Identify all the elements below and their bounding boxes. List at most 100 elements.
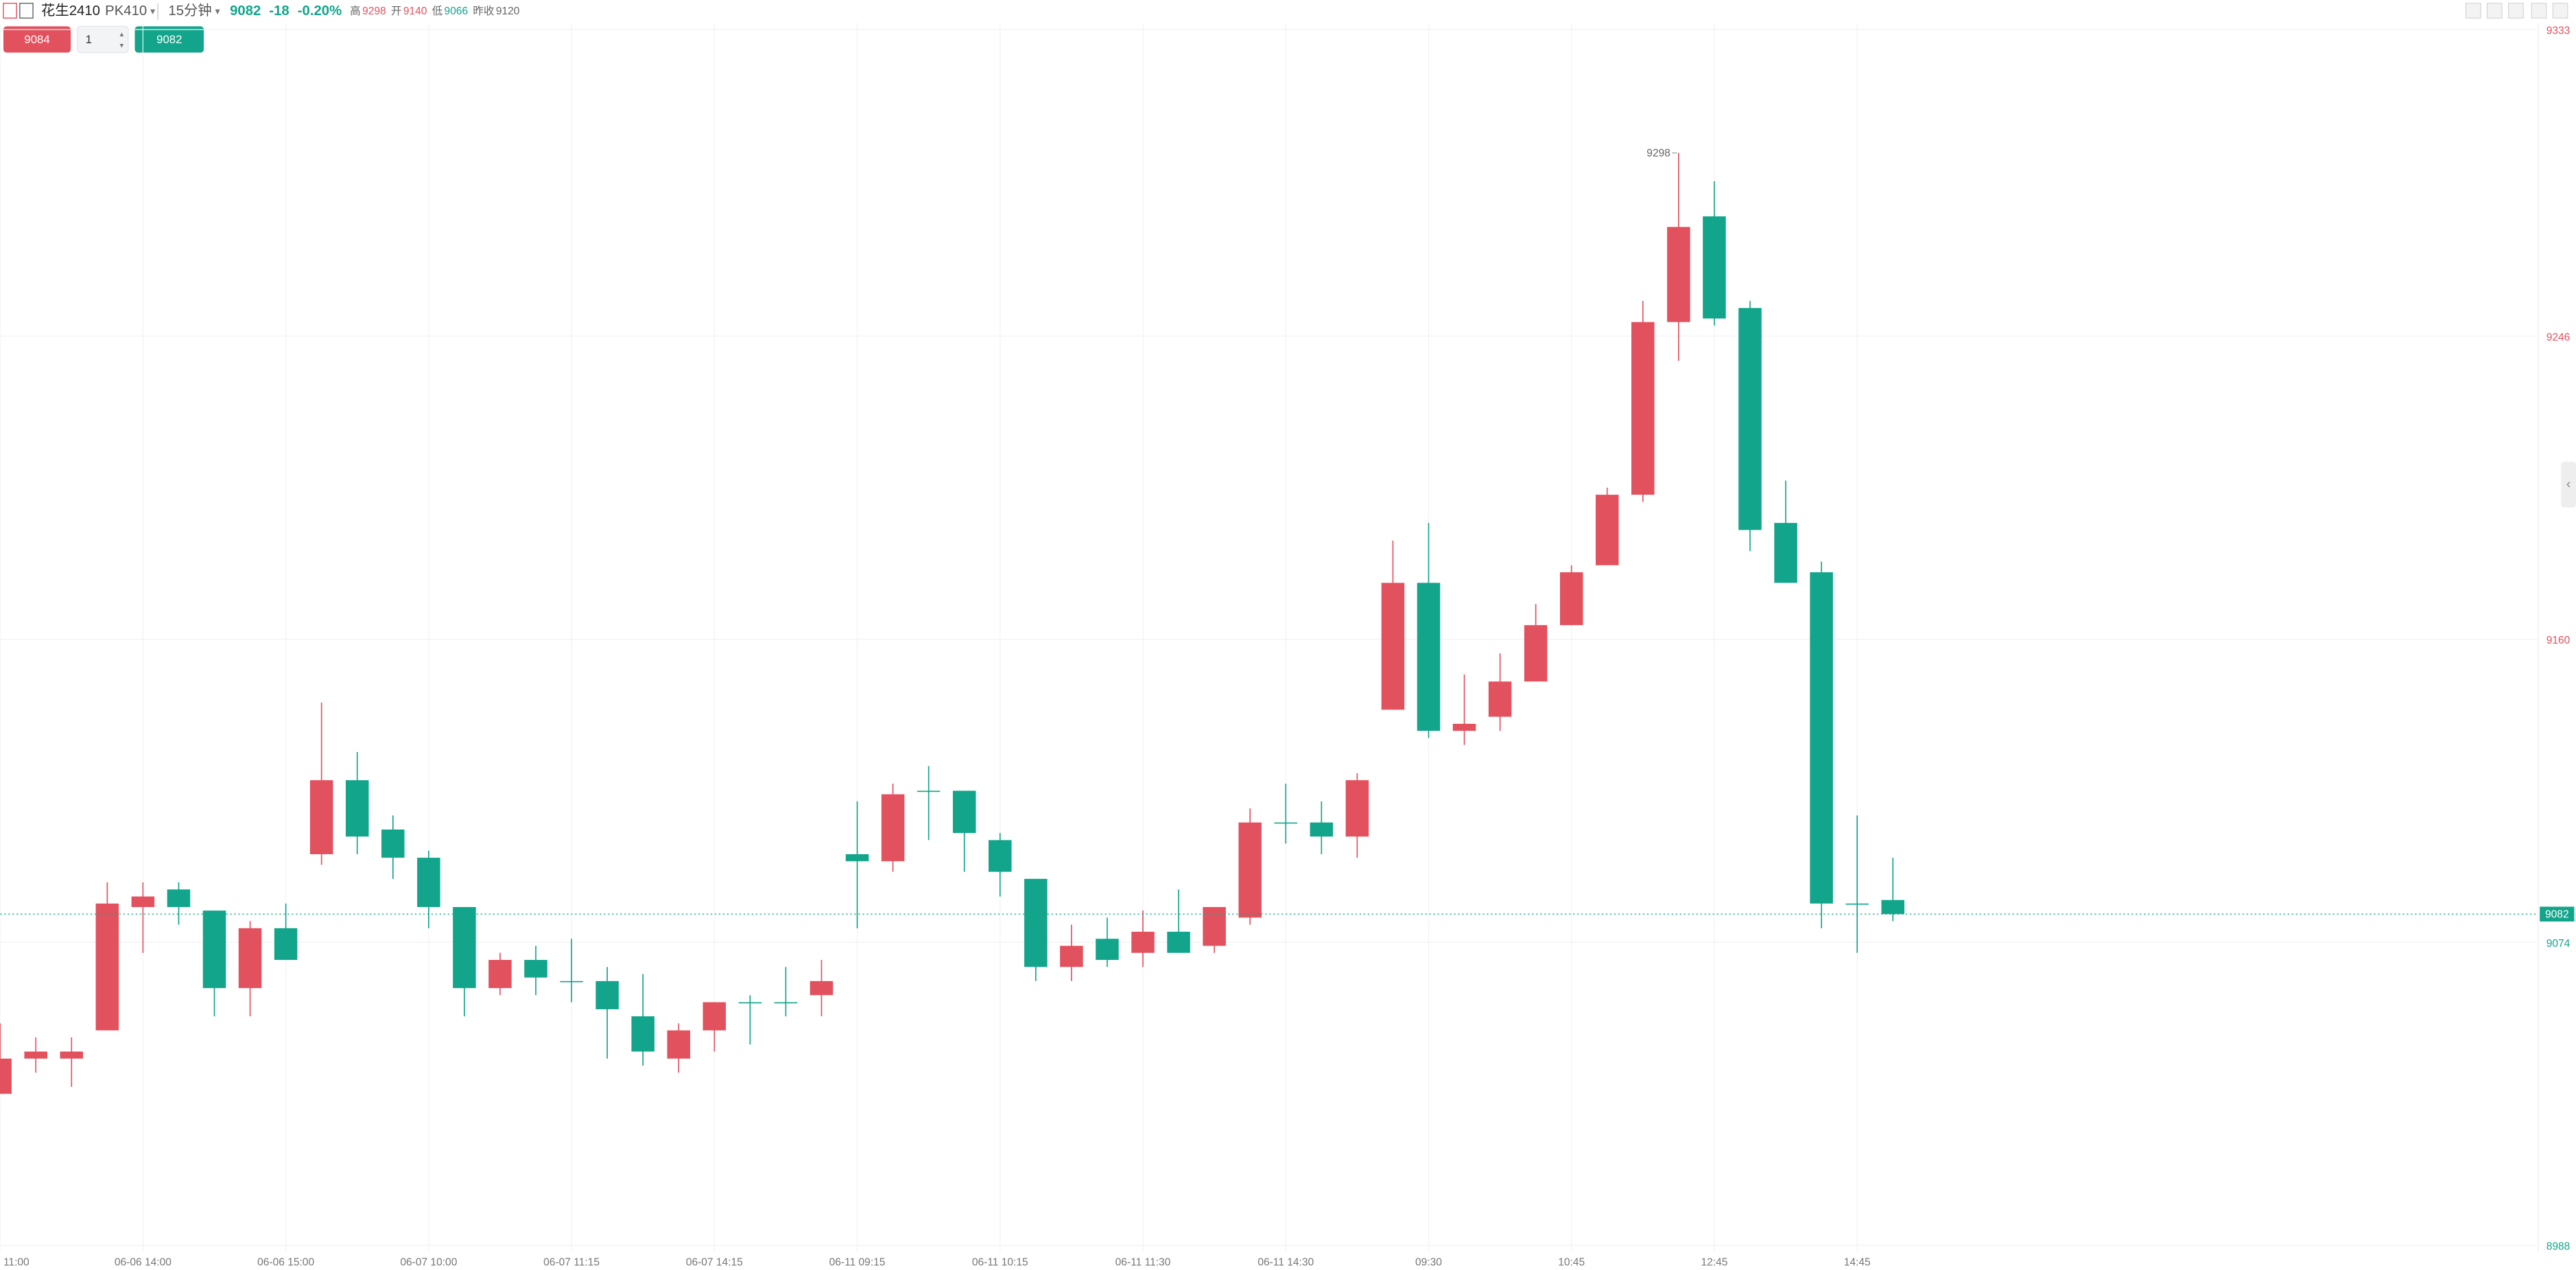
candle-body [1417,583,1441,731]
candle-body [0,1058,12,1094]
buy-button[interactable] [3,26,71,53]
y-tick-label: 9074 [2547,938,2571,950]
x-tick-label: 06-11 10:15 [972,1256,1028,1268]
candle-body [989,840,1012,872]
candle-body [917,790,941,792]
candle-body [1310,822,1334,837]
candle-body [309,780,333,854]
candle-body [1024,878,1048,967]
candle-body [738,1002,762,1004]
candle-body [1524,625,1548,682]
candle-body [60,1051,84,1059]
candle-body [1703,216,1726,319]
control-button[interactable] [2508,3,2524,19]
candle-body [1238,822,1262,918]
x-tick-label: 06-06 15:00 [257,1256,314,1268]
window-controls [2465,3,2568,19]
contract[interactable]: PK410 [105,3,147,19]
last-price-label: 9082 [2545,909,2569,921]
open-label: 开 [391,5,402,17]
icon[interactable] [3,3,17,19]
candle-body [631,1016,654,1052]
candle-body [381,830,405,858]
x-tick-label: 06-11 14:30 [1257,1256,1314,1268]
control-button[interactable] [2552,3,2568,19]
candle-body [845,854,869,862]
candle-body [274,928,298,961]
side-panel-tab[interactable] [2561,461,2576,508]
y-tick-label: 8988 [2547,1241,2571,1253]
high: 9298 [362,5,386,17]
control-button[interactable] [2465,3,2481,19]
side-panel-arrow[interactable]: ‹ [2566,477,2571,491]
x-tick-label: 06-07 10:00 [400,1256,457,1268]
candle-body [524,960,547,978]
candle-body [131,896,155,908]
prev-close: 9120 [496,5,520,17]
buy-price[interactable]: 9084 [24,33,49,46]
y-tick-label: 9160 [2547,635,2571,646]
candle-body [667,1030,691,1059]
header-info: 花生2410 PK410 ▾ 15分钟 ▾ 9082 -18 -0.20% 高 9298 开 9140… [41,3,520,19]
period[interactable]: 15分钟 [168,3,211,19]
last-price: 9082 [230,3,261,19]
candle-body [595,980,619,1009]
spin-up[interactable]: ▲ [119,31,125,38]
candle-body [1131,931,1155,953]
candle-body [1096,939,1119,961]
candle-body [1060,945,1083,967]
candle-body [95,903,119,1031]
x-tick-label: 06-11 11:30 [1115,1256,1171,1268]
candle-body [1381,583,1405,710]
quantity-input[interactable] [77,25,129,54]
candle-body [1596,495,1619,565]
y-tick-label: 9333 [2547,25,2571,37]
quantity[interactable]: 1 [86,33,92,46]
candle-body [1203,907,1226,946]
candle-body [1881,899,1904,915]
candle-body [345,780,369,837]
icon[interactable] [19,3,34,19]
spin-down[interactable]: ▼ [119,43,125,50]
candle-body [417,858,440,908]
last-price-box [2540,906,2575,922]
sell-price[interactable]: 9082 [156,33,182,46]
max-label: 9298 [1646,148,1670,159]
low: 9066 [445,5,469,17]
y-tick-label: 9246 [2547,331,2571,343]
candle-body [1488,681,1512,717]
symbol[interactable]: 花生2410 [41,3,100,19]
candle-body [1774,523,1797,583]
candle-body [560,980,583,983]
open: 9140 [403,5,427,17]
x-tick-label: 09:30 [1415,1256,1442,1268]
x-tick-label: 06-11 09:15 [829,1256,886,1268]
candle-body [774,1002,798,1004]
candle-body [1845,903,1869,905]
control-button[interactable] [2487,3,2503,19]
x-tick-label: 12:45 [1701,1256,1727,1268]
dropdown-arrow[interactable]: ▾ [215,6,221,17]
candle-body [167,889,191,908]
dropdown-arrow[interactable]: ▾ [150,6,156,17]
control-button[interactable] [2531,3,2547,19]
low-label: 低 [432,5,443,17]
x-tick-label: 10:45 [1558,1256,1585,1268]
prev-close-label: 昨收 [473,5,494,17]
candle-body [881,794,905,862]
sell-button[interactable] [134,26,204,53]
candle-body [1810,572,1833,904]
high-label: 高 [350,5,361,17]
candle-body [1452,723,1476,731]
change: -18 [269,3,289,19]
candle-body [453,907,476,989]
candle-body [1167,931,1190,953]
candle-body [1559,572,1583,626]
candle-body [1738,307,1762,530]
candle-body [952,790,976,834]
change-pct: -0.20% [298,3,342,19]
candle-body [1345,780,1369,837]
